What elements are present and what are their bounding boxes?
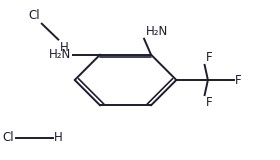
Text: F: F [206, 51, 213, 64]
Text: H: H [60, 41, 68, 54]
Text: Cl: Cl [29, 9, 40, 22]
Text: H: H [54, 131, 63, 144]
Text: H₂N: H₂N [49, 48, 71, 61]
Text: F: F [206, 96, 213, 109]
Text: Cl: Cl [3, 131, 14, 144]
Text: F: F [235, 73, 242, 87]
Text: H₂N: H₂N [145, 25, 168, 38]
